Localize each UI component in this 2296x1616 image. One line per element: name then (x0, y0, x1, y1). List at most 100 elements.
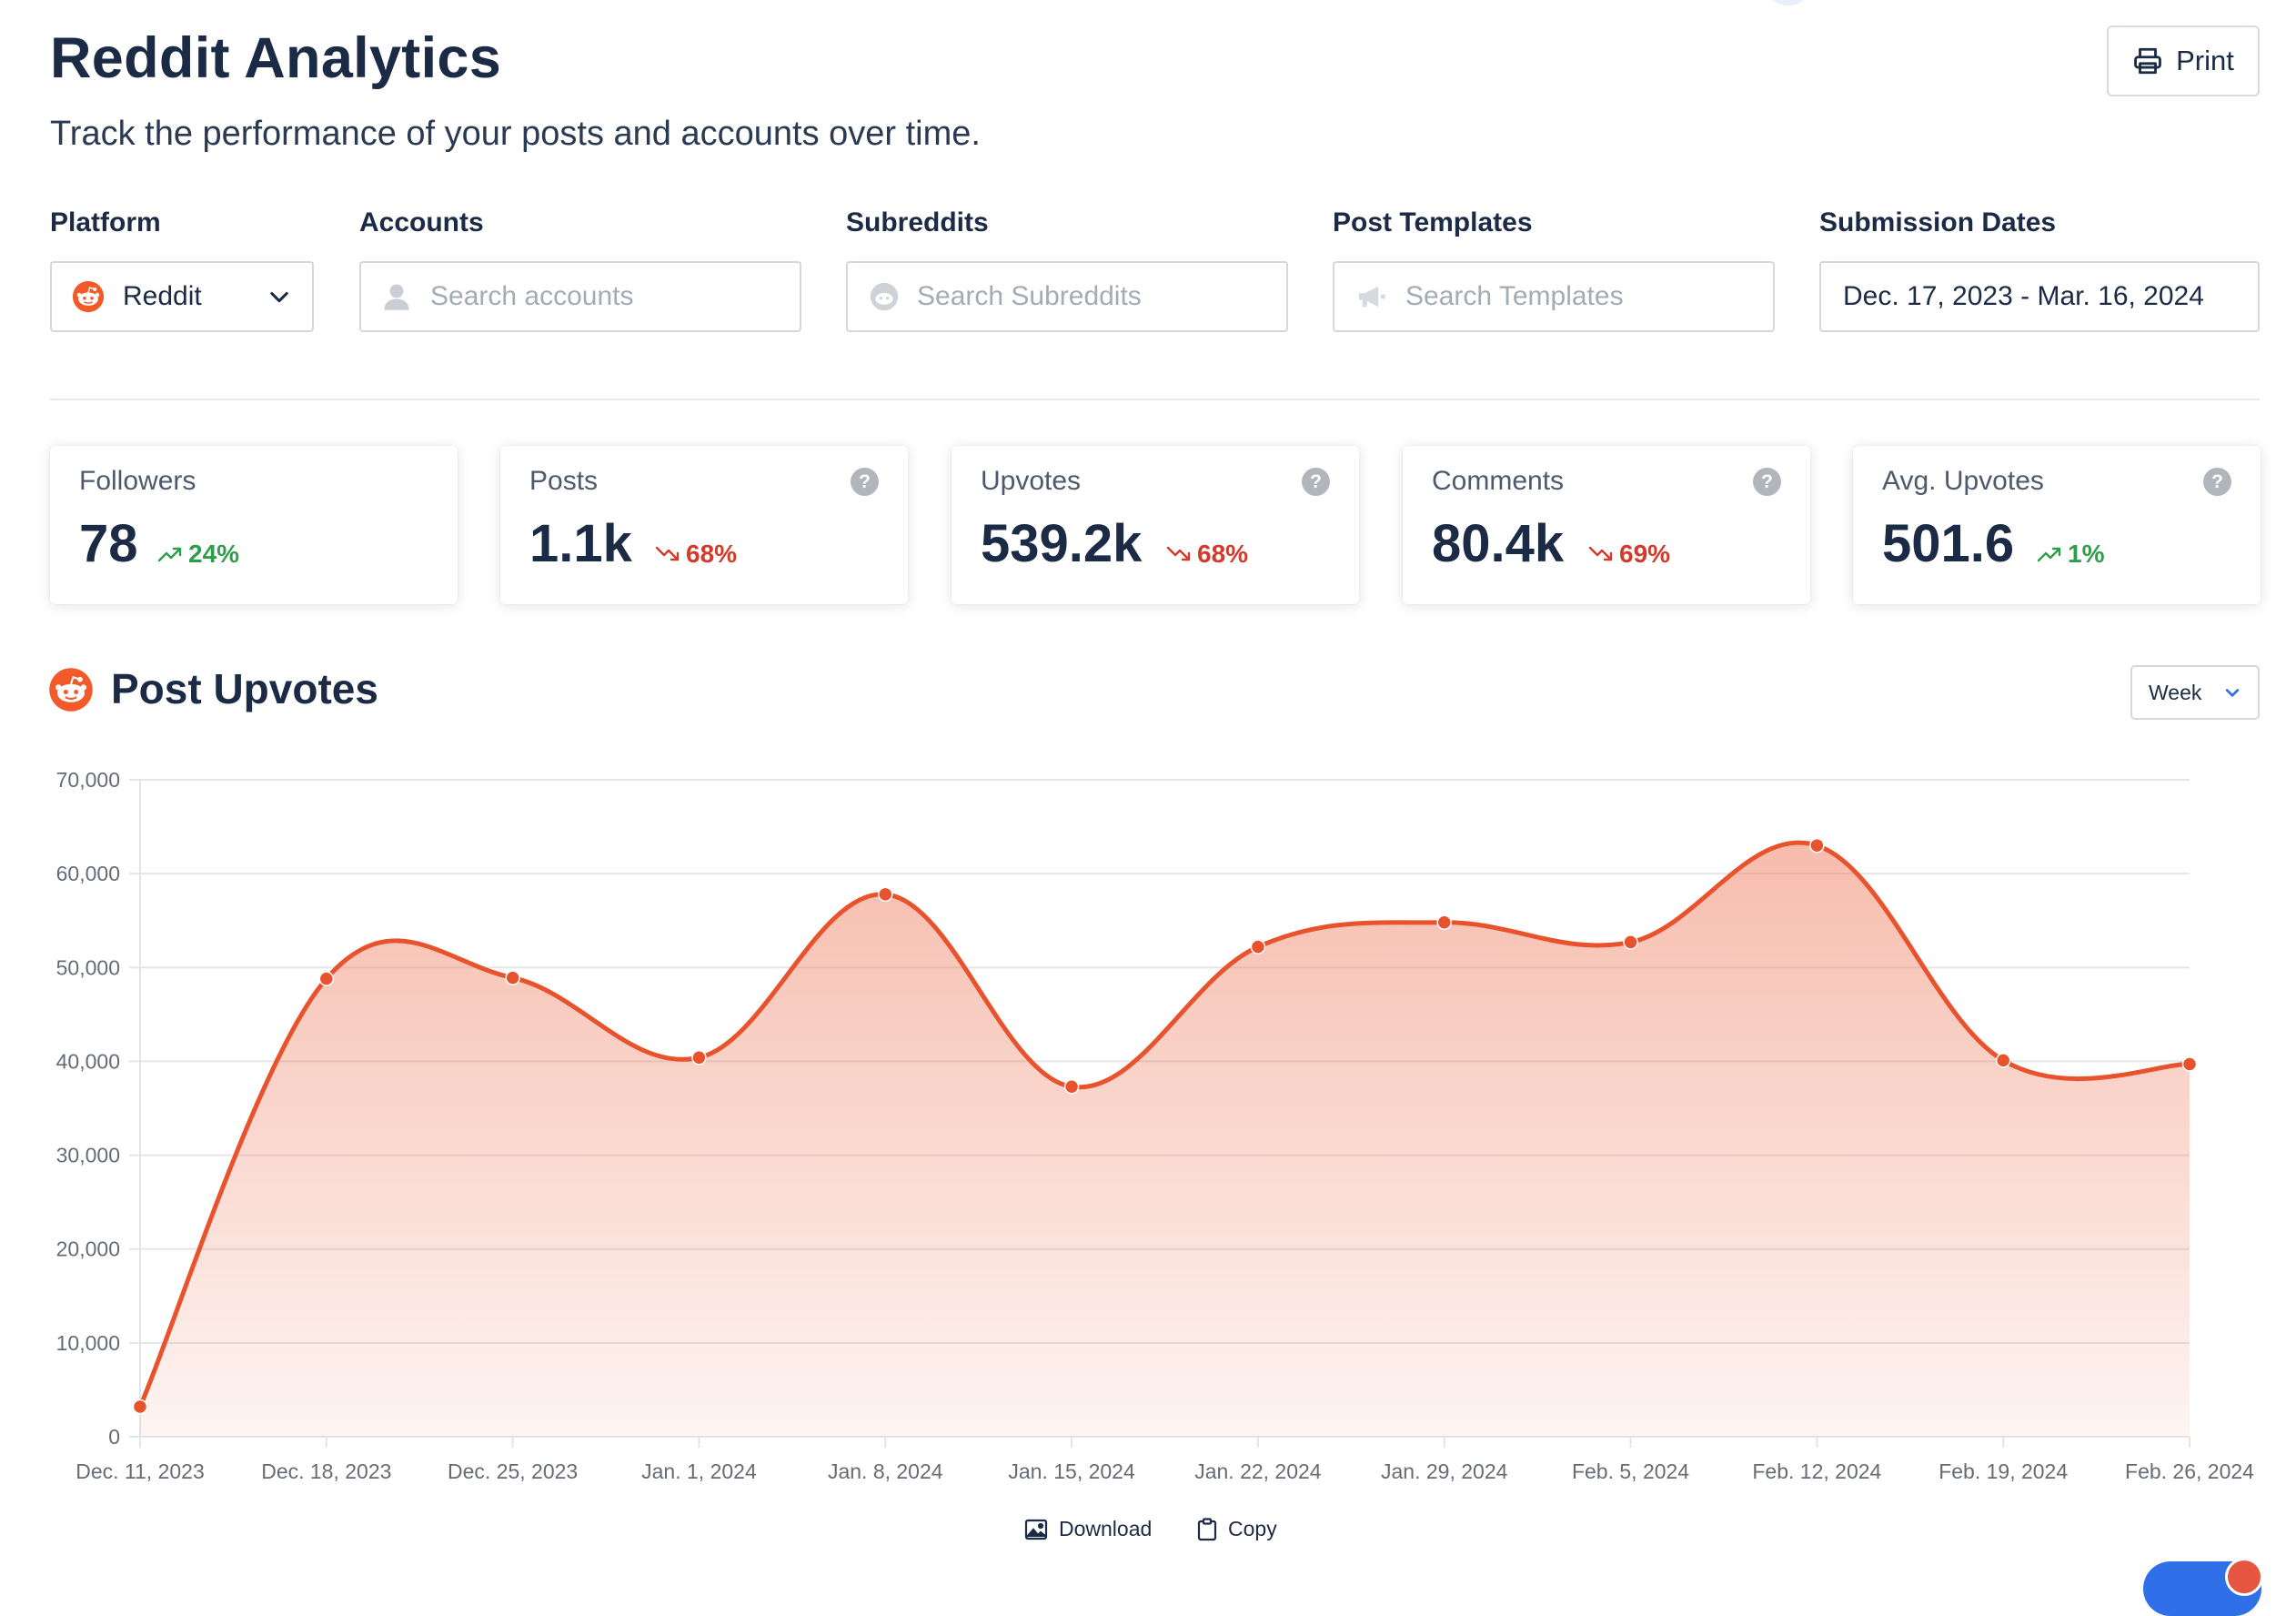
series-area (140, 843, 2190, 1437)
help-icon[interactable]: ? (851, 468, 879, 496)
megaphone-icon (1359, 286, 1385, 308)
accounts-search-input[interactable]: Search accounts (359, 261, 801, 332)
user-icon (384, 284, 409, 310)
x-tick-label: Jan. 8, 2024 (828, 1459, 943, 1483)
copy-label: Copy (1228, 1517, 1277, 1540)
trend-up-icon (157, 547, 182, 562)
data-point (1995, 1053, 2011, 1068)
y-tick-label: 0 (108, 1425, 120, 1449)
interval-select[interactable]: Week (2130, 665, 2260, 720)
copy-button[interactable]: Copy (1197, 1517, 1277, 1541)
y-tick-label: 30,000 (56, 1144, 120, 1167)
x-tick-label: Feb. 12, 2024 (1752, 1459, 1881, 1483)
stat-value: 539.2k (981, 514, 1143, 573)
stat-card-upvotes: Upvotes ? 539.2k 68% (952, 446, 1359, 604)
platform-label: Platform (50, 207, 161, 237)
data-point (691, 1050, 707, 1066)
subreddits-label: Subreddits (846, 207, 989, 237)
x-tick-label: Dec. 18, 2023 (261, 1459, 391, 1483)
stat-change-value: 69% (1619, 540, 1671, 568)
trend-down-icon (1588, 546, 1613, 561)
clipboard-icon (1197, 1517, 1217, 1540)
stat-change: 24% (157, 540, 239, 569)
stat-change: 68% (1166, 540, 1248, 569)
platform-value: Reddit (123, 281, 202, 311)
x-tick-label: Feb. 26, 2024 (2125, 1459, 2254, 1483)
stat-change: 68% (655, 540, 737, 569)
page-title: Reddit Analytics (50, 26, 502, 90)
stat-value: 1.1k (529, 514, 632, 573)
x-tick-label: Jan. 15, 2024 (1008, 1459, 1135, 1483)
stat-label: Posts (529, 466, 599, 496)
stat-change: 69% (1588, 540, 1670, 569)
upvotes-chart: 0 10,000 20,000 30,000 40,000 50,000 60,000 70,… (0, 746, 2296, 1501)
printer-icon (2134, 47, 2161, 75)
subreddits-search-input[interactable]: Search Subreddits (846, 261, 1288, 332)
background-blob (1768, 0, 1808, 5)
download-label: Download (1059, 1517, 1153, 1540)
data-point (1623, 934, 1638, 950)
x-tick-label: Jan. 22, 2024 (1194, 1459, 1322, 1483)
date-range-input[interactable]: Dec. 17, 2023 - Mar. 16, 2024 (1819, 261, 2260, 332)
dates-label: Submission Dates (1819, 207, 2057, 237)
stat-change-value: 24% (188, 540, 240, 568)
x-tick-label: Feb. 19, 2024 (1939, 1459, 2068, 1483)
help-icon[interactable]: ? (1302, 468, 1330, 496)
reddit-logo-icon (72, 280, 105, 313)
stat-change-value: 68% (1197, 540, 1249, 568)
x-tick-label: Dec. 25, 2023 (448, 1459, 578, 1483)
y-tick-label: 20,000 (56, 1237, 120, 1261)
stat-label: Followers (79, 466, 196, 496)
stat-change-value: 68% (686, 540, 738, 568)
image-icon (1024, 1519, 1048, 1540)
y-tick-label: 70,000 (56, 768, 120, 792)
help-icon[interactable]: ? (2203, 468, 2231, 496)
data-point (1809, 837, 1825, 853)
trend-up-icon (2037, 547, 2061, 562)
accounts-label: Accounts (359, 207, 484, 237)
chevron-down-icon (270, 291, 288, 303)
stat-card-avg-upvotes: Avg. Upvotes ? 501.6 1% (1853, 446, 2261, 604)
templates-label: Post Templates (1333, 207, 1533, 237)
stat-label: Upvotes (981, 466, 1082, 496)
data-point (2181, 1056, 2198, 1072)
data-point (1063, 1079, 1080, 1095)
stat-card-comments: Comments ? 80.4k 69% (1403, 446, 1810, 604)
reddit-logo-icon (49, 668, 93, 712)
stat-value: 78 (79, 514, 138, 573)
y-tick-label: 10,000 (56, 1331, 120, 1355)
y-tick-label: 60,000 (56, 862, 120, 885)
x-tick-label: Jan. 1, 2024 (641, 1459, 757, 1483)
stat-value: 501.6 (1882, 514, 2015, 573)
y-tick-label: 50,000 (56, 955, 120, 979)
stat-card-followers: Followers 78 24% (50, 446, 458, 604)
trend-down-icon (1166, 546, 1191, 561)
help-icon[interactable]: ? (1753, 468, 1781, 496)
series-line (137, 840, 2190, 1408)
stat-change: 1% (2037, 540, 2104, 569)
download-button[interactable]: Download (1024, 1517, 1152, 1541)
subreddit-icon (870, 282, 899, 311)
chevron-down-icon (2225, 689, 2240, 697)
interval-value: Week (2149, 680, 2202, 704)
accounts-placeholder: Search accounts (430, 281, 634, 311)
x-tick-label: Dec. 11, 2023 (76, 1459, 205, 1483)
stat-label: Comments (1432, 466, 1565, 496)
trend-down-icon (655, 546, 680, 561)
data-point (318, 971, 335, 986)
platform-select[interactable]: Reddit (50, 261, 314, 332)
data-point (878, 886, 893, 903)
y-tick-label: 40,000 (56, 1049, 120, 1073)
section-title: Post Upvotes (111, 665, 378, 712)
print-button[interactable]: Print (2107, 25, 2260, 96)
data-point (1436, 914, 1452, 931)
date-range-value: Dec. 17, 2023 - Mar. 16, 2024 (1843, 281, 2204, 311)
templates-search-input[interactable]: Search Templates (1333, 261, 1775, 332)
divider (50, 399, 2260, 400)
page-subtitle: Track the performance of your posts and … (50, 115, 981, 153)
stat-change-value: 1% (2068, 540, 2105, 568)
data-point (1250, 939, 1266, 954)
templates-placeholder: Search Templates (1405, 281, 1624, 311)
upvotes-chart-svg: 0 10,000 20,000 30,000 40,000 50,000 60,000 70,… (56, 768, 2255, 1483)
x-tick-label: Feb. 5, 2024 (1572, 1459, 1689, 1483)
